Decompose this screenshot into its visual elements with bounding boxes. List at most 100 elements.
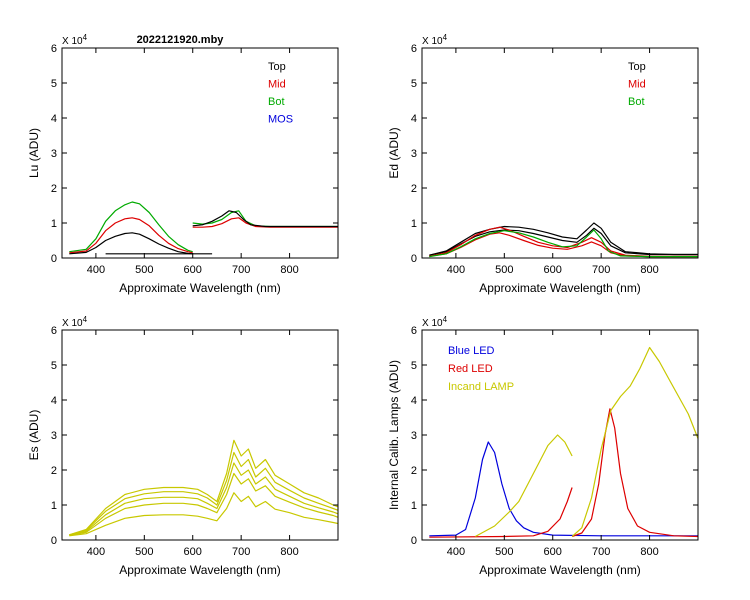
y-tick-label: 0 bbox=[51, 253, 57, 265]
y-tick-label: 1 bbox=[51, 500, 57, 512]
axis-multiplier: X 104 bbox=[62, 33, 88, 47]
y-tick-label: 3 bbox=[51, 430, 57, 442]
y-tick-label: 2 bbox=[51, 183, 57, 195]
series-line-mid bbox=[69, 217, 193, 254]
y-tick-label: 0 bbox=[411, 535, 417, 547]
y-tick-label: 5 bbox=[411, 360, 417, 372]
y-tick-label: 3 bbox=[51, 148, 57, 160]
y-tick-label: 1 bbox=[51, 218, 57, 230]
chart-title: 2022121920.mby bbox=[137, 34, 225, 46]
multiplier-base: X 10 bbox=[62, 318, 83, 329]
y-tick-label: 6 bbox=[411, 325, 417, 337]
legend-entry: Top bbox=[268, 61, 286, 73]
series-line-mid bbox=[429, 226, 698, 257]
y-tick-label: 0 bbox=[51, 535, 57, 547]
x-tick-label: 500 bbox=[495, 264, 513, 276]
multiplier-base: X 10 bbox=[422, 318, 443, 329]
y-tick-label: 1 bbox=[411, 500, 417, 512]
legend-entry: Mid bbox=[268, 79, 286, 91]
x-tick-label: 800 bbox=[280, 264, 298, 276]
x-axis-label: Approximate Wavelength (nm) bbox=[479, 563, 641, 577]
y-tick-label: 6 bbox=[51, 325, 57, 337]
y-tick-label: 6 bbox=[51, 43, 57, 55]
x-tick-label: 800 bbox=[280, 546, 298, 558]
x-tick-label: 600 bbox=[184, 264, 202, 276]
y-axis-label: Ed (ADU) bbox=[387, 127, 401, 178]
legend-entry: Bot bbox=[628, 96, 645, 108]
legend-entry: Top bbox=[628, 61, 646, 73]
series-line-incand-lamp bbox=[475, 434, 573, 538]
legend-entry: Blue LED bbox=[448, 345, 495, 357]
x-tick-label: 500 bbox=[495, 546, 513, 558]
y-tick-label: 3 bbox=[411, 430, 417, 442]
series-group bbox=[69, 439, 338, 537]
multiplier-exponent: 4 bbox=[83, 315, 88, 324]
x-tick-label: 800 bbox=[640, 546, 658, 558]
legend-entry: Incand LAMP bbox=[448, 381, 514, 393]
y-tick-label: 4 bbox=[411, 395, 417, 407]
x-tick-label: 700 bbox=[592, 264, 610, 276]
y-axis-label: Lu (ADU) bbox=[27, 128, 41, 178]
x-axis-label: Approximate Wavelength (nm) bbox=[119, 563, 281, 577]
series-line-blue-led bbox=[429, 441, 698, 537]
y-tick-label: 4 bbox=[51, 395, 57, 407]
x-tick-label: 800 bbox=[640, 264, 658, 276]
x-tick-label: 400 bbox=[87, 546, 105, 558]
multiplier-base: X 10 bbox=[62, 36, 83, 47]
plot-frame bbox=[421, 329, 699, 541]
multiplier-exponent: 4 bbox=[443, 315, 448, 324]
series-line-es-1 bbox=[69, 439, 338, 536]
series-group bbox=[429, 346, 698, 538]
series-line-bot bbox=[429, 229, 698, 258]
legend-entry: Red LED bbox=[448, 363, 493, 375]
y-tick-label: 4 bbox=[411, 113, 417, 125]
multiplier-exponent: 4 bbox=[83, 33, 88, 42]
series-line-top bbox=[69, 232, 193, 255]
series-line-top bbox=[429, 222, 698, 256]
x-tick-label: 400 bbox=[447, 264, 465, 276]
y-axis-label: Internal Calib. Lamps (ADU) bbox=[387, 360, 401, 510]
axis-multiplier: X 104 bbox=[422, 33, 448, 47]
series-line-es-5 bbox=[69, 492, 338, 537]
y-tick-label: 2 bbox=[411, 465, 417, 477]
x-tick-label: 600 bbox=[544, 546, 562, 558]
series-line-top bbox=[429, 227, 698, 256]
y-tick-label: 4 bbox=[51, 113, 57, 125]
x-tick-label: 600 bbox=[184, 546, 202, 558]
y-tick-label: 6 bbox=[411, 43, 417, 55]
y-tick-label: 2 bbox=[411, 183, 417, 195]
x-tick-label: 700 bbox=[232, 264, 250, 276]
y-tick-label: 5 bbox=[51, 360, 57, 372]
y-tick-label: 2 bbox=[51, 465, 57, 477]
y-tick-label: 5 bbox=[411, 78, 417, 90]
multiplier-base: X 10 bbox=[422, 36, 443, 47]
series-line-top bbox=[192, 210, 338, 228]
axis-multiplier: X 104 bbox=[62, 315, 88, 329]
legend-entry: Bot bbox=[268, 96, 285, 108]
series-line-es-2 bbox=[69, 451, 338, 536]
y-tick-label: 5 bbox=[51, 78, 57, 90]
legend-entry: Mid bbox=[628, 79, 646, 91]
y-axis-label: Es (ADU) bbox=[27, 410, 41, 461]
axis-multiplier: X 104 bbox=[422, 315, 448, 329]
x-tick-label: 500 bbox=[135, 546, 153, 558]
series-line-incand-lamp bbox=[571, 346, 698, 537]
x-axis-label: Approximate Wavelength (nm) bbox=[479, 281, 641, 295]
series-line-bot bbox=[69, 201, 193, 253]
x-axis-label: Approximate Wavelength (nm) bbox=[119, 281, 281, 295]
series-line-red-led bbox=[571, 408, 698, 538]
plot-frame bbox=[61, 329, 339, 541]
x-tick-label: 700 bbox=[232, 546, 250, 558]
series-line-red-led bbox=[429, 487, 573, 538]
series-line-bot bbox=[192, 210, 338, 228]
multiplier-exponent: 4 bbox=[443, 33, 448, 42]
y-tick-label: 1 bbox=[411, 218, 417, 230]
x-tick-label: 400 bbox=[447, 546, 465, 558]
series-line-mid bbox=[192, 217, 338, 228]
series-group bbox=[69, 201, 338, 255]
